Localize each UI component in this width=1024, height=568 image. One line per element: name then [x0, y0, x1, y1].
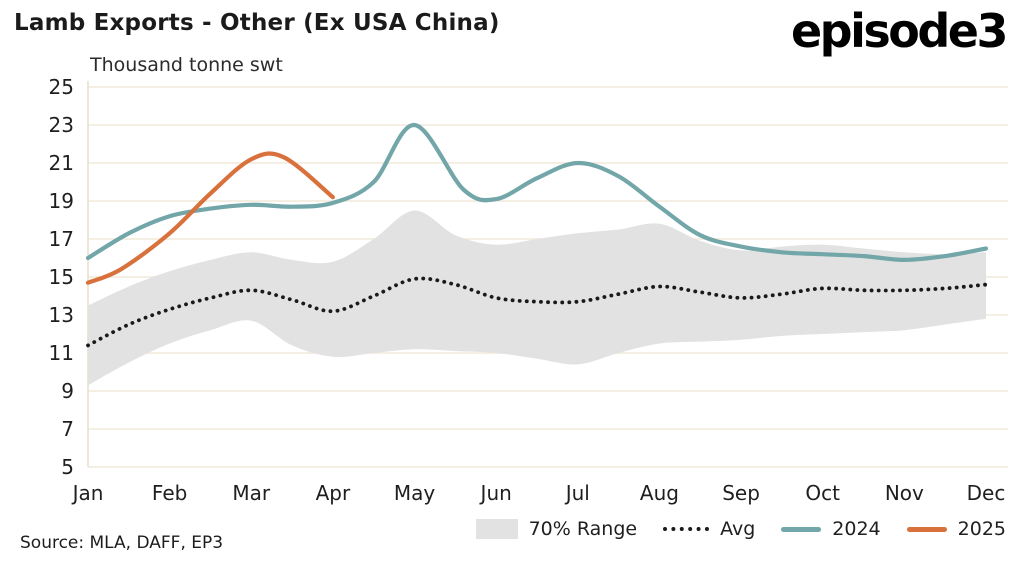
svg-text:Jan: Jan [71, 481, 104, 505]
svg-text:23: 23 [49, 113, 74, 137]
svg-text:13: 13 [49, 303, 74, 327]
svg-text:Nov: Nov [885, 481, 924, 505]
svg-text:7: 7 [61, 417, 74, 441]
svg-text:17: 17 [49, 227, 74, 251]
legend-label-2024: 2024 [832, 518, 881, 540]
svg-text:May: May [394, 481, 436, 505]
svg-text:Aug: Aug [640, 481, 679, 505]
legend-item-2024[interactable]: 2024 [781, 518, 881, 540]
legend-label-2025: 2025 [957, 518, 1006, 540]
line-2024-swatch-icon [781, 526, 822, 532]
svg-text:15: 15 [49, 265, 74, 289]
svg-text:Mar: Mar [232, 481, 271, 505]
source-note: Source: MLA, DAFF, EP3 [20, 533, 224, 553]
svg-text:Oct: Oct [805, 481, 840, 505]
chart-title: Lamb Exports - Other (Ex USA China) [14, 10, 500, 36]
y-axis-title: Thousand tonne swt [90, 54, 283, 76]
svg-text:9: 9 [61, 379, 74, 403]
legend-item-2025[interactable]: 2025 [906, 518, 1006, 540]
legend-label-avg: Avg [720, 518, 756, 540]
svg-text:25: 25 [49, 76, 74, 99]
legend-label-range: 70% Range [528, 518, 638, 540]
svg-text:5: 5 [61, 455, 74, 479]
svg-text:Apr: Apr [316, 481, 351, 505]
svg-text:Jul: Jul [564, 481, 590, 505]
range-swatch-icon [475, 519, 518, 539]
line-2025-swatch-icon [906, 526, 947, 532]
legend-item-avg[interactable]: Avg [663, 518, 755, 540]
svg-text:Feb: Feb [152, 481, 187, 505]
svg-text:19: 19 [49, 189, 74, 213]
legend-item-range[interactable]: 70% Range [475, 518, 638, 540]
svg-text:Jun: Jun [479, 481, 512, 505]
chart-svg: 5 7 9 11 13 15 17 19 21 23 25 Jan Feb Mar Apr May Jun Jul… [49, 76, 1008, 505]
chart-area: 5 7 9 11 13 15 17 19 21 23 25 Jan Feb Mar Apr May Jun Jul… [0, 76, 1024, 516]
svg-text:11: 11 [49, 341, 74, 365]
episode3-logo: episode3 [790, 4, 1009, 58]
svg-text:Sep: Sep [722, 481, 760, 505]
svg-text:Dec: Dec [967, 481, 1006, 505]
legend: 70% Range Avg 2024 2025 [475, 518, 1006, 540]
avg-dotted-line-icon [663, 527, 710, 531]
svg-text:21: 21 [49, 151, 74, 175]
